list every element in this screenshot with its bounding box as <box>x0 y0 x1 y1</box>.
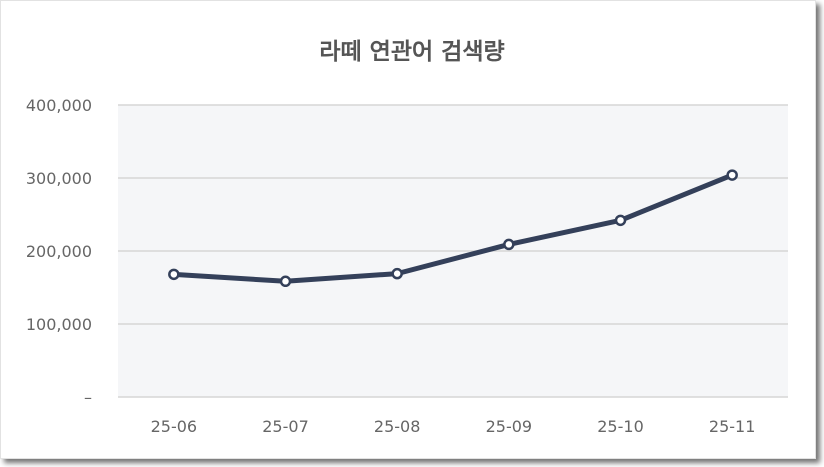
chart-title: 라떼 연관어 검색량 <box>319 39 505 65</box>
data-point <box>503 238 515 251</box>
data-point <box>391 267 403 280</box>
x-tick-label: 25-11 <box>709 417 756 436</box>
data-point <box>279 275 292 288</box>
y-tick-label: 100,000 <box>26 315 92 334</box>
y-tick-label: 300,000 <box>26 169 92 188</box>
data-point <box>614 214 627 227</box>
data-point <box>726 169 738 181</box>
data-point <box>168 268 180 281</box>
series-line <box>173 172 734 284</box>
x-tick-label: 25-08 <box>374 417 421 436</box>
y-tick-label: 400,000 <box>26 96 92 115</box>
x-tick-label: 25-10 <box>597 417 644 436</box>
x-tick-label: 25-06 <box>151 417 198 436</box>
y-tick-label: – <box>84 388 92 407</box>
y-tick-label: 200,000 <box>26 242 92 261</box>
x-tick-label: 25-07 <box>262 417 309 436</box>
x-tick-label: 25-09 <box>486 417 533 436</box>
